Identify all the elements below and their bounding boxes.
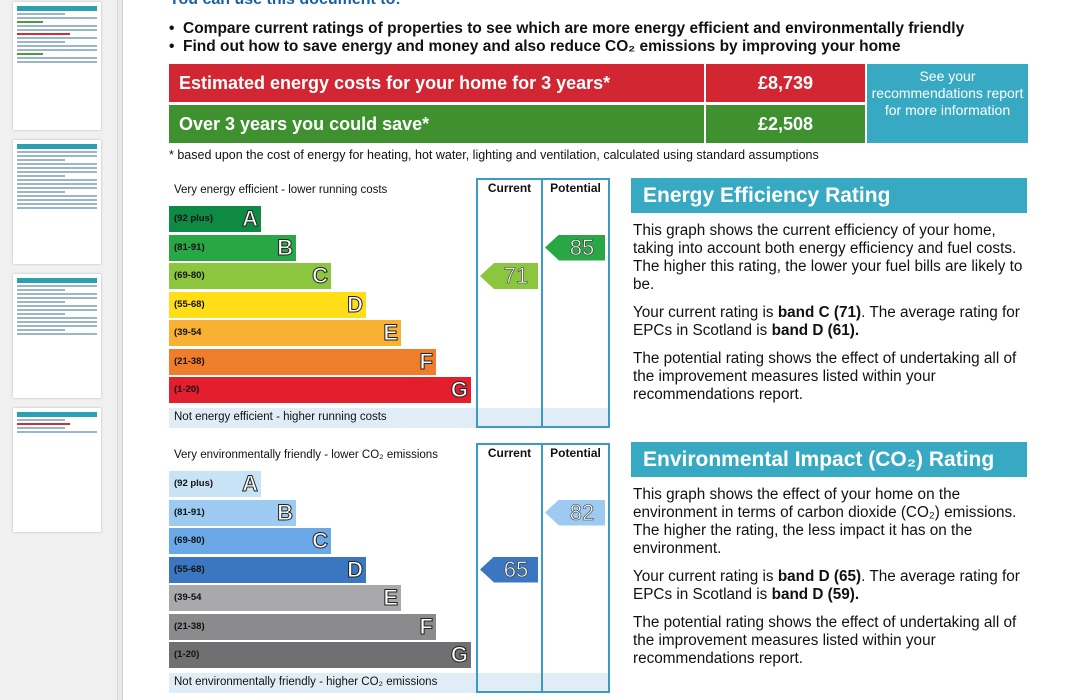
- current-rating-arrow: 65: [480, 556, 538, 583]
- band-range-label: (21-38): [174, 620, 205, 632]
- usage-bullet-list: Compare current ratings of properties to…: [169, 20, 964, 56]
- band-range-label: (21-38): [174, 355, 205, 367]
- rating-band-b: (81-91) B: [169, 234, 296, 261]
- band-range-label: (92 plus): [174, 478, 214, 489]
- current-column: [476, 195, 543, 428]
- potential-column: [541, 460, 610, 693]
- rating-band-g: (1-20) G: [169, 642, 471, 668]
- page-thumbnail[interactable]: [13, 408, 101, 532]
- current-rating-arrow: 71: [480, 263, 538, 289]
- band-letter: B: [277, 234, 294, 260]
- estimated-cost-value: £8,739: [706, 64, 865, 102]
- potential-rating-arrow: 85: [545, 234, 605, 261]
- current-column-header: Current: [476, 443, 543, 460]
- description-paragraph: This graph shows the current efficiency …: [633, 222, 1023, 293]
- rating-band-e: (39-54 E: [169, 585, 401, 611]
- environmental-impact-rating-chart: Very environmentally friendly - lower CO…: [169, 443, 610, 693]
- rating-band-b: (81-91) B: [169, 499, 296, 526]
- potential-column-header: Potential: [541, 178, 610, 195]
- page-thumbnail[interactable]: [13, 274, 101, 398]
- band-range-label: (69-80): [174, 270, 205, 281]
- band-letter: A: [242, 206, 259, 232]
- document-page: You can use this document to: Compare cu…: [122, 0, 1080, 700]
- band-letter: B: [277, 499, 294, 525]
- environmental-impact-panel-title: Environmental Impact (CO₂) Rating: [631, 442, 1027, 477]
- chart-bottom-caption: Not energy efficient - higher running co…: [174, 411, 387, 423]
- potential-rating-paragraph: The potential rating shows the effect of…: [633, 350, 1017, 403]
- band-range-label: (39-54: [174, 592, 202, 603]
- description-paragraph: This graph shows the effect of your home…: [633, 486, 1017, 557]
- current-column-header: Current: [476, 178, 543, 195]
- energy-efficiency-rating-chart: Very energy efficient - lower running co…: [169, 178, 610, 428]
- band-range-label: (81-91): [174, 506, 205, 518]
- page-thumbnails-sidebar[interactable]: [0, 0, 118, 700]
- rating-band-e: (39-54 E: [169, 320, 401, 346]
- band-letter: D: [347, 556, 364, 582]
- band-range-label: (1-20): [174, 649, 200, 660]
- page-thumbnail[interactable]: [13, 140, 101, 264]
- energy-efficiency-panel-title: Energy Efficiency Rating: [631, 178, 1027, 213]
- band-letter: G: [450, 642, 468, 668]
- potential-savings-value: £2,508: [706, 105, 865, 143]
- band-letter: F: [419, 613, 433, 639]
- bullet-item: Compare current ratings of properties to…: [169, 20, 964, 38]
- rating-band-a: (92 plus) A: [169, 471, 261, 497]
- rating-band-f: (21-38) F: [169, 348, 436, 375]
- band-letter: D: [347, 291, 364, 317]
- potential-column-header: Potential: [541, 443, 610, 460]
- estimated-cost-row: Estimated energy costs for your home for…: [169, 64, 865, 102]
- energy-efficiency-description: This graph shows the current efficiency …: [633, 222, 1033, 414]
- potential-rating-paragraph: The potential rating shows the effect of…: [633, 614, 1017, 667]
- rating-band-g: (1-20) G: [169, 377, 471, 403]
- section-heading: You can use this document to:: [169, 0, 401, 9]
- band-letter: A: [242, 471, 259, 497]
- band-letter: G: [450, 377, 468, 403]
- chart-top-caption: Very environmentally friendly - lower CO…: [174, 449, 438, 461]
- potential-savings-row: Over 3 years you could save* £2,508: [169, 105, 865, 143]
- band-range-label: (39-54: [174, 327, 202, 338]
- band-range-label: (1-20): [174, 384, 200, 395]
- band-letter: C: [312, 528, 329, 554]
- potential-savings-label: Over 3 years you could save*: [169, 105, 704, 143]
- band-range-label: (81-91): [174, 241, 205, 253]
- chart-bottom-caption: Not environmentally friendly - higher CO…: [174, 676, 438, 688]
- rating-band-f: (21-38) F: [169, 613, 436, 640]
- rating-band-c: (69-80) C: [169, 528, 331, 554]
- band-range-label: (69-80): [174, 535, 205, 546]
- band-letter: F: [419, 348, 433, 374]
- bullet-item: Find out how to save energy and money an…: [169, 38, 964, 56]
- band-range-label: (92 plus): [174, 213, 214, 224]
- page-thumbnail[interactable]: [13, 2, 101, 130]
- rating-band-c: (69-80) C: [169, 263, 331, 289]
- band-range-label: (55-68): [174, 298, 205, 310]
- see-recommendations-box: See your recommendations report for more…: [867, 64, 1028, 143]
- band-letter: E: [383, 320, 399, 346]
- current-rating-paragraph: Your current rating is band C (71). The …: [633, 304, 1020, 339]
- estimated-cost-label: Estimated energy costs for your home for…: [169, 64, 704, 102]
- band-letter: C: [312, 263, 329, 289]
- rating-band-a: (92 plus) A: [169, 206, 261, 232]
- rating-band-d: (55-68) D: [169, 291, 366, 318]
- band-range-label: (55-68): [174, 563, 205, 575]
- rating-band-d: (55-68) D: [169, 556, 366, 583]
- potential-rating-arrow: 82: [545, 499, 605, 526]
- chart-top-caption: Very energy efficient - lower running co…: [174, 184, 388, 196]
- band-letter: E: [383, 585, 399, 611]
- potential-column: [541, 195, 610, 428]
- environmental-impact-description: This graph shows the effect of your home…: [633, 486, 1033, 678]
- cost-footnote: * based upon the cost of energy for heat…: [169, 148, 819, 162]
- current-rating-paragraph: Your current rating is band D (65). The …: [633, 568, 1020, 603]
